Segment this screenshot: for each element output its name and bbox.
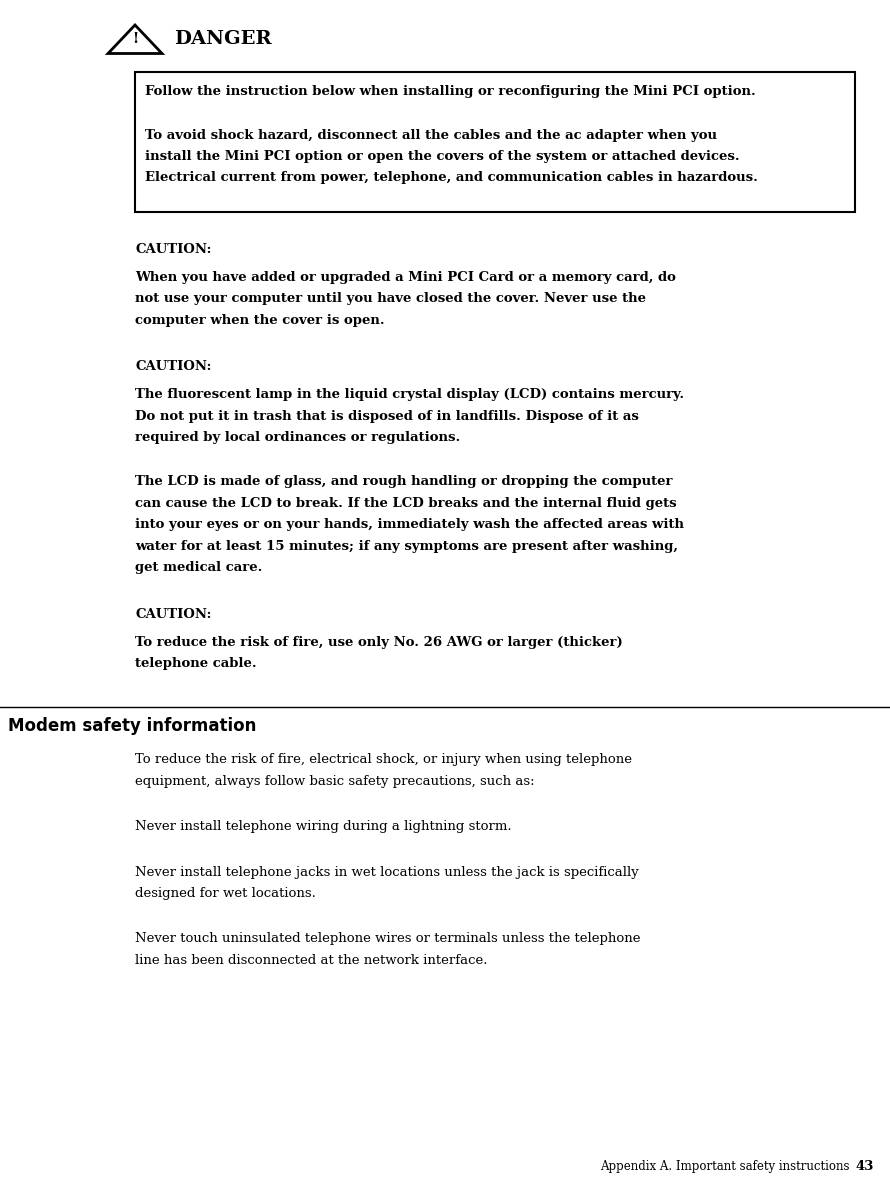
Text: Never install telephone jacks in wet locations unless the jack is specifically: Never install telephone jacks in wet loc… <box>135 865 639 878</box>
Text: DANGER: DANGER <box>174 30 271 48</box>
Text: telephone cable.: telephone cable. <box>135 657 256 670</box>
Text: required by local ordinances or regulations.: required by local ordinances or regulati… <box>135 431 460 445</box>
Text: not use your computer until you have closed the cover. Never use the: not use your computer until you have clo… <box>135 293 646 305</box>
Text: Never install telephone wiring during a lightning storm.: Never install telephone wiring during a … <box>135 820 512 833</box>
Text: To reduce the risk of fire, use only No. 26 AWG or larger (thicker): To reduce the risk of fire, use only No.… <box>135 636 623 649</box>
Text: 43: 43 <box>855 1160 873 1173</box>
Text: The fluorescent lamp in the liquid crystal display (LCD) contains mercury.: The fluorescent lamp in the liquid cryst… <box>135 388 684 402</box>
Text: The LCD is made of glass, and rough handling or dropping the computer: The LCD is made of glass, and rough hand… <box>135 476 673 489</box>
Text: Never touch uninsulated telephone wires or terminals unless the telephone: Never touch uninsulated telephone wires … <box>135 932 641 945</box>
Text: Do not put it in trash that is disposed of in landfills. Dispose of it as: Do not put it in trash that is disposed … <box>135 410 639 423</box>
FancyBboxPatch shape <box>135 72 855 212</box>
Text: designed for wet locations.: designed for wet locations. <box>135 887 316 900</box>
Text: Modem safety information: Modem safety information <box>8 717 256 735</box>
Text: water for at least 15 minutes; if any symptoms are present after washing,: water for at least 15 minutes; if any sy… <box>135 540 678 553</box>
Text: Electrical current from power, telephone, and communication cables in hazardous.: Electrical current from power, telephone… <box>145 172 758 184</box>
Text: CAUTION:: CAUTION: <box>135 608 212 621</box>
Text: into your eyes or on your hands, immediately wash the affected areas with: into your eyes or on your hands, immedia… <box>135 519 684 532</box>
Text: !: ! <box>132 32 138 47</box>
Text: get medical care.: get medical care. <box>135 562 263 575</box>
Text: To avoid shock hazard, disconnect all the cables and the ac adapter when you: To avoid shock hazard, disconnect all th… <box>145 129 717 141</box>
Text: Appendix A. Important safety instructions: Appendix A. Important safety instruction… <box>601 1160 850 1173</box>
Text: install the Mini PCI option or open the covers of the system or attached devices: install the Mini PCI option or open the … <box>145 151 740 163</box>
Text: Follow the instruction below when installing or reconfiguring the Mini PCI optio: Follow the instruction below when instal… <box>145 86 756 98</box>
Text: When you have added or upgraded a Mini PCI Card or a memory card, do: When you have added or upgraded a Mini P… <box>135 271 676 283</box>
Text: To reduce the risk of fire, electrical shock, or injury when using telephone: To reduce the risk of fire, electrical s… <box>135 754 632 766</box>
Text: equipment, always follow basic safety precautions, such as:: equipment, always follow basic safety pr… <box>135 776 535 788</box>
Text: computer when the cover is open.: computer when the cover is open. <box>135 314 384 326</box>
Text: line has been disconnected at the network interface.: line has been disconnected at the networ… <box>135 954 488 967</box>
Text: CAUTION:: CAUTION: <box>135 361 212 374</box>
Text: can cause the LCD to break. If the LCD breaks and the internal fluid gets: can cause the LCD to break. If the LCD b… <box>135 497 676 510</box>
Text: CAUTION:: CAUTION: <box>135 243 212 256</box>
